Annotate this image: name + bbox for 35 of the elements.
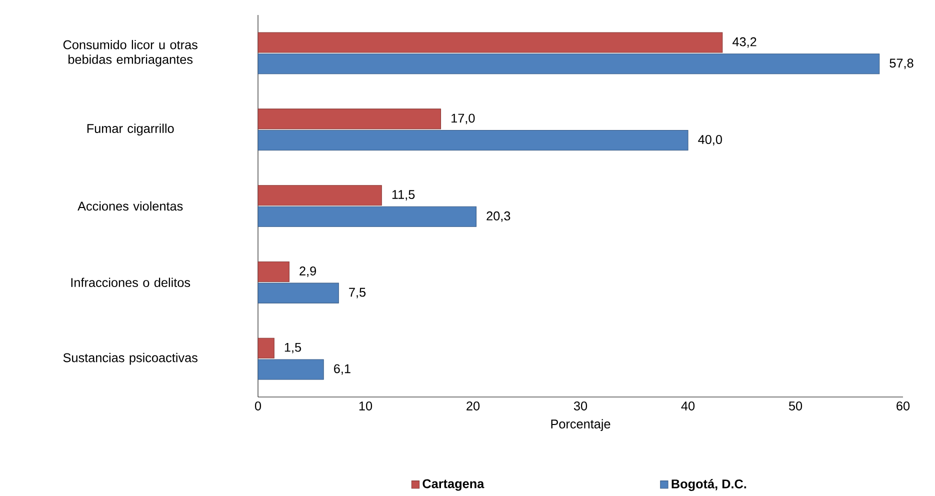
x-tick-label: 30	[574, 402, 588, 411]
data-label: 40,0	[698, 135, 722, 146]
y-tick-label: Acciones violentas	[78, 202, 183, 211]
bar	[258, 206, 476, 228]
bar	[258, 108, 442, 130]
y-tick-label: Sustancias psicoactivas	[63, 353, 198, 365]
x-tick-label: 40	[681, 402, 695, 411]
bar	[258, 283, 339, 304]
data-label: 57,8	[890, 58, 914, 70]
x-tick-label: 20	[466, 402, 480, 411]
legend-label: Cartagena	[422, 479, 484, 491]
data-label: 7,5	[349, 288, 366, 298]
y-tick-label: Infracciones o delitos	[71, 278, 190, 288]
x-tick-label: 0	[254, 402, 262, 411]
data-label: 1,5	[284, 343, 302, 354]
y-tick-label: Fumar cigarrillo	[87, 124, 174, 136]
x-tick-label: 50	[788, 402, 802, 411]
bar	[258, 54, 880, 74]
bar	[258, 32, 723, 54]
data-label: 20,3	[486, 212, 510, 222]
bar	[258, 130, 688, 151]
data-label: 6,1	[334, 364, 350, 375]
x-tick-label: 60	[896, 402, 910, 411]
data-label: 2,9	[300, 266, 316, 278]
bar	[258, 338, 274, 359]
bar	[258, 185, 382, 206]
x-axis-title: Porcentaje	[551, 419, 610, 432]
bar	[258, 262, 290, 282]
bar	[258, 359, 324, 380]
y-tick-label: Consumido licor u otras bebidas embriagantes	[63, 40, 198, 67]
data-label: 17,0	[452, 114, 475, 124]
data-label: 43,2	[732, 38, 756, 48]
x-tick-label: 10	[359, 402, 372, 411]
data-label: 11,5	[392, 190, 415, 201]
legend-label: Bogotá, D.C.	[672, 479, 746, 492]
